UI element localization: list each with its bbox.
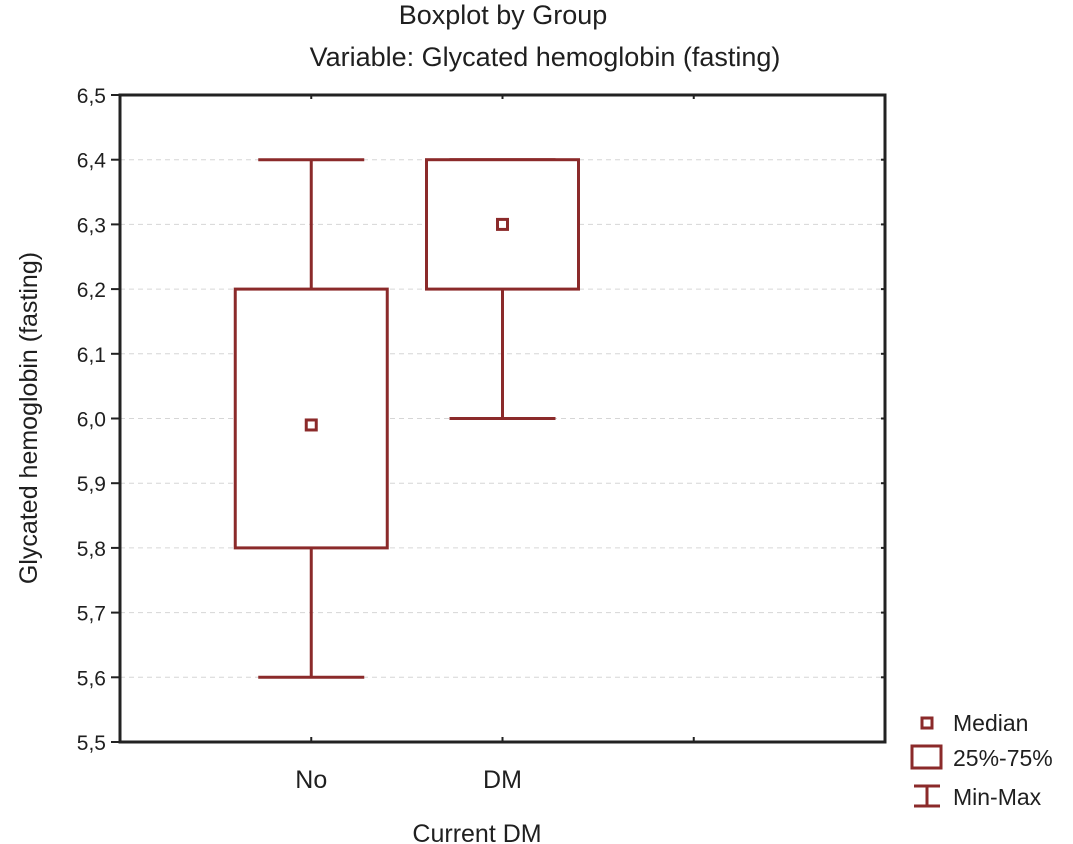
y-tick-label: 6,3 [77, 214, 106, 237]
legend-box-label: 25%-75% [953, 745, 1053, 771]
y-tick-label: 5,6 [77, 667, 106, 690]
y-tick-label: 6,2 [77, 279, 106, 302]
chart-title: Boxplot by Group [399, 0, 608, 30]
y-tick-label: 5,8 [77, 538, 106, 561]
box-no [235, 160, 387, 678]
y-tick-label: 5,5 [77, 732, 106, 755]
median-marker [498, 219, 508, 229]
y-tick-label: 6,0 [77, 409, 106, 432]
y-axis-label: Glycated hemoglobin (fasting) [15, 252, 43, 584]
y-tick-label: 6,1 [77, 344, 106, 367]
legend-median-label: Median [953, 710, 1028, 736]
legend: Median 25%-75% Min-Max [912, 710, 1053, 810]
legend-whisker-symbol [914, 786, 940, 806]
median-marker [306, 420, 316, 430]
y-tick-label: 5,7 [77, 603, 106, 626]
boxplot-chart: Boxplot by Group Variable: Glycated hemo… [0, 0, 1073, 844]
x-axis-label: Current DM [412, 820, 541, 844]
legend-box-symbol [912, 746, 941, 768]
legend-whisker-label: Min-Max [953, 784, 1042, 810]
y-tick-label: 5,9 [77, 473, 106, 496]
y-tick-label: 6,4 [77, 150, 107, 173]
x-tick-label: DM [483, 766, 522, 794]
x-tick-label: No [295, 766, 327, 794]
box-dm [427, 160, 579, 419]
chart-subtitle: Variable: Glycated hemoglobin (fasting) [310, 42, 781, 72]
box-group [235, 160, 578, 678]
legend-median-symbol [922, 718, 932, 728]
y-tick-label: 6,5 [77, 85, 106, 108]
